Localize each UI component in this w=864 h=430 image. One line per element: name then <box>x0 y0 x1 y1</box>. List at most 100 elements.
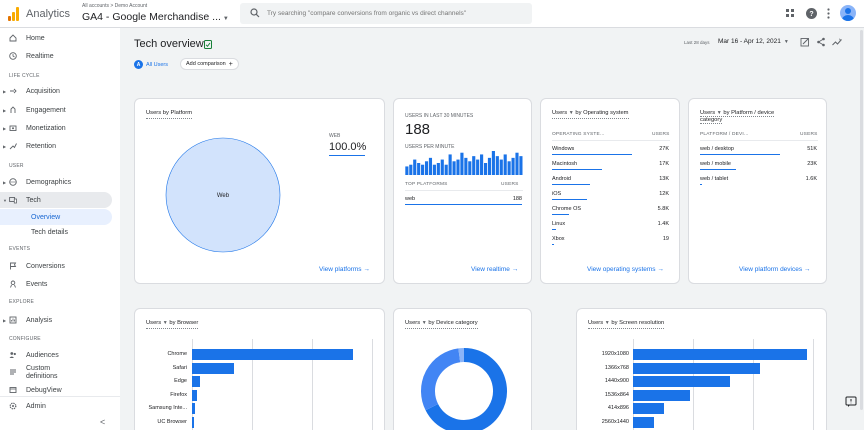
sidebar-item-audiences[interactable]: Audiences <box>0 347 112 363</box>
view-platforms-link[interactable]: View platforms → <box>319 266 370 273</box>
page-scrollbar[interactable] <box>860 30 863 410</box>
add-comparison-button[interactable]: Add comparison + <box>180 58 239 70</box>
minute-bar[interactable] <box>428 157 433 175</box>
bar[interactable] <box>192 403 196 414</box>
sidebar-item-custom-definitions[interactable]: Custom definitions <box>0 364 112 382</box>
search-input[interactable] <box>267 7 527 20</box>
minute-bar[interactable] <box>495 156 499 175</box>
bar[interactable] <box>633 389 691 401</box>
minute-bar[interactable] <box>472 156 476 175</box>
minute-bar[interactable] <box>460 152 464 175</box>
donut-slice-mobile[interactable] <box>421 348 461 411</box>
insights-icon[interactable] <box>832 37 842 47</box>
table-row-label[interactable]: web / desktop <box>700 146 734 152</box>
bar[interactable] <box>633 416 654 428</box>
minute-bar[interactable] <box>499 159 503 175</box>
bar[interactable] <box>633 376 731 387</box>
bar[interactable] <box>192 362 234 374</box>
table-row-label[interactable]: Android <box>552 176 571 182</box>
minute-bar[interactable] <box>444 164 448 175</box>
sidebar-item-monetization[interactable]: ▶ Monetization <box>0 120 112 136</box>
minute-bar[interactable] <box>448 154 452 175</box>
minute-bar[interactable] <box>413 159 417 175</box>
table-row-label[interactable]: web / mobile <box>700 161 731 167</box>
minute-bar[interactable] <box>440 159 444 175</box>
property-selector[interactable]: GA4 - Google Merchandise ... ▼ <box>82 11 229 23</box>
collapse-sidebar-button[interactable]: < <box>100 417 106 427</box>
minute-bar[interactable] <box>507 161 511 175</box>
minute-bar[interactable] <box>515 152 519 175</box>
account-avatar[interactable] <box>840 5 856 21</box>
bar[interactable] <box>192 416 194 428</box>
help-icon[interactable]: ? <box>805 7 818 20</box>
sidebar-item-admin[interactable]: Admin <box>0 398 112 414</box>
analytics-logo-icon[interactable] <box>8 7 20 21</box>
sidebar-item-tech-details[interactable]: Tech details <box>0 224 112 240</box>
card-title[interactable]: Users ▼ by Browser <box>146 320 199 329</box>
minute-bar[interactable] <box>464 157 468 175</box>
table-row-label[interactable]: Windows <box>552 146 575 152</box>
minute-bar[interactable] <box>405 166 409 175</box>
bar[interactable] <box>192 389 197 401</box>
card-title[interactable]: Users ▼ by Screen resolution <box>588 320 665 329</box>
minute-bar[interactable] <box>511 157 515 175</box>
sidebar-item-events[interactable]: Events <box>0 276 112 292</box>
sidebar-item-debugview[interactable]: DebugView <box>0 384 112 396</box>
feedback-icon[interactable] <box>845 396 857 408</box>
minute-bar[interactable] <box>436 163 440 175</box>
table-row-label[interactable]: iOS <box>552 191 562 197</box>
table-row-label[interactable]: Macintosh <box>552 161 578 167</box>
more-vert-icon[interactable] <box>822 7 835 20</box>
minute-bar[interactable] <box>456 159 460 175</box>
segment-chip-all-users[interactable]: A All Users <box>134 59 168 70</box>
table-row-label[interactable]: Linux <box>552 221 566 227</box>
sidebar-item-conversions[interactable]: Conversions <box>0 258 112 274</box>
table-row-label[interactable]: Xbox <box>552 236 565 242</box>
account-breadcrumb[interactable]: All accounts > Demo Account <box>82 3 148 9</box>
sidebar-item-realtime[interactable]: Realtime <box>0 48 112 64</box>
card-title[interactable]: Users ▼ by Platform / device category <box>700 110 775 125</box>
minute-bar[interactable] <box>432 164 436 175</box>
report-status-icon[interactable] <box>204 40 212 49</box>
bar[interactable] <box>633 349 807 360</box>
minute-bar[interactable] <box>491 151 495 175</box>
customize-report-icon[interactable] <box>800 37 810 47</box>
bar[interactable] <box>633 403 665 414</box>
date-range-picker[interactable]: Mar 16 - Apr 12, 2021 ▼ <box>718 38 789 45</box>
table-row-label[interactable]: Chrome OS <box>552 206 582 212</box>
table-row-label[interactable]: web / tablet <box>700 176 729 182</box>
minute-bar[interactable] <box>409 164 413 175</box>
card-title[interactable]: Users by Platform <box>146 110 193 119</box>
sidebar-item-acquisition[interactable]: ▶ Acquisition <box>0 83 112 99</box>
view-platform-devices-link[interactable]: View platform devices → <box>739 266 810 273</box>
bar[interactable] <box>633 362 761 374</box>
apps-grid-icon[interactable] <box>784 7 797 20</box>
share-icon[interactable] <box>816 37 826 47</box>
card-title[interactable]: Users ▼ by Device category <box>405 320 478 329</box>
minute-bar[interactable] <box>503 154 507 175</box>
minute-bar[interactable] <box>468 161 472 175</box>
bar[interactable] <box>192 376 201 387</box>
search-bar[interactable] <box>240 3 532 24</box>
minute-bar[interactable] <box>424 161 429 175</box>
sidebar-item-engagement[interactable]: ▶ Engagement <box>0 102 112 118</box>
minute-bar[interactable] <box>519 156 523 175</box>
minute-bar[interactable] <box>487 157 492 175</box>
view-operating-systems-link[interactable]: View operating systems → <box>587 266 664 273</box>
pie-slice-web[interactable] <box>165 137 281 253</box>
sidebar-item-home[interactable]: Home <box>0 30 112 46</box>
card-title[interactable]: Users ▼ by Operating system <box>552 110 629 119</box>
view-realtime-link[interactable]: View realtime → <box>471 266 518 273</box>
donut-slice-desktop[interactable] <box>425 348 507 430</box>
minute-bar[interactable] <box>483 163 488 175</box>
bar[interactable] <box>192 349 353 360</box>
sidebar-item-tech[interactable]: ▼ Tech <box>0 192 112 208</box>
sidebar-item-retention[interactable]: ▶ Retention <box>0 138 112 154</box>
minute-bar[interactable] <box>480 154 484 175</box>
minute-bar[interactable] <box>476 159 480 175</box>
sidebar-item-analysis[interactable]: ▶ Analysis <box>0 312 112 328</box>
minute-bar[interactable] <box>417 163 421 175</box>
sidebar-item-demographics[interactable]: ▶ Demographics <box>0 174 112 190</box>
minute-bar[interactable] <box>452 161 456 175</box>
sidebar-item-overview[interactable]: Overview <box>0 209 112 225</box>
